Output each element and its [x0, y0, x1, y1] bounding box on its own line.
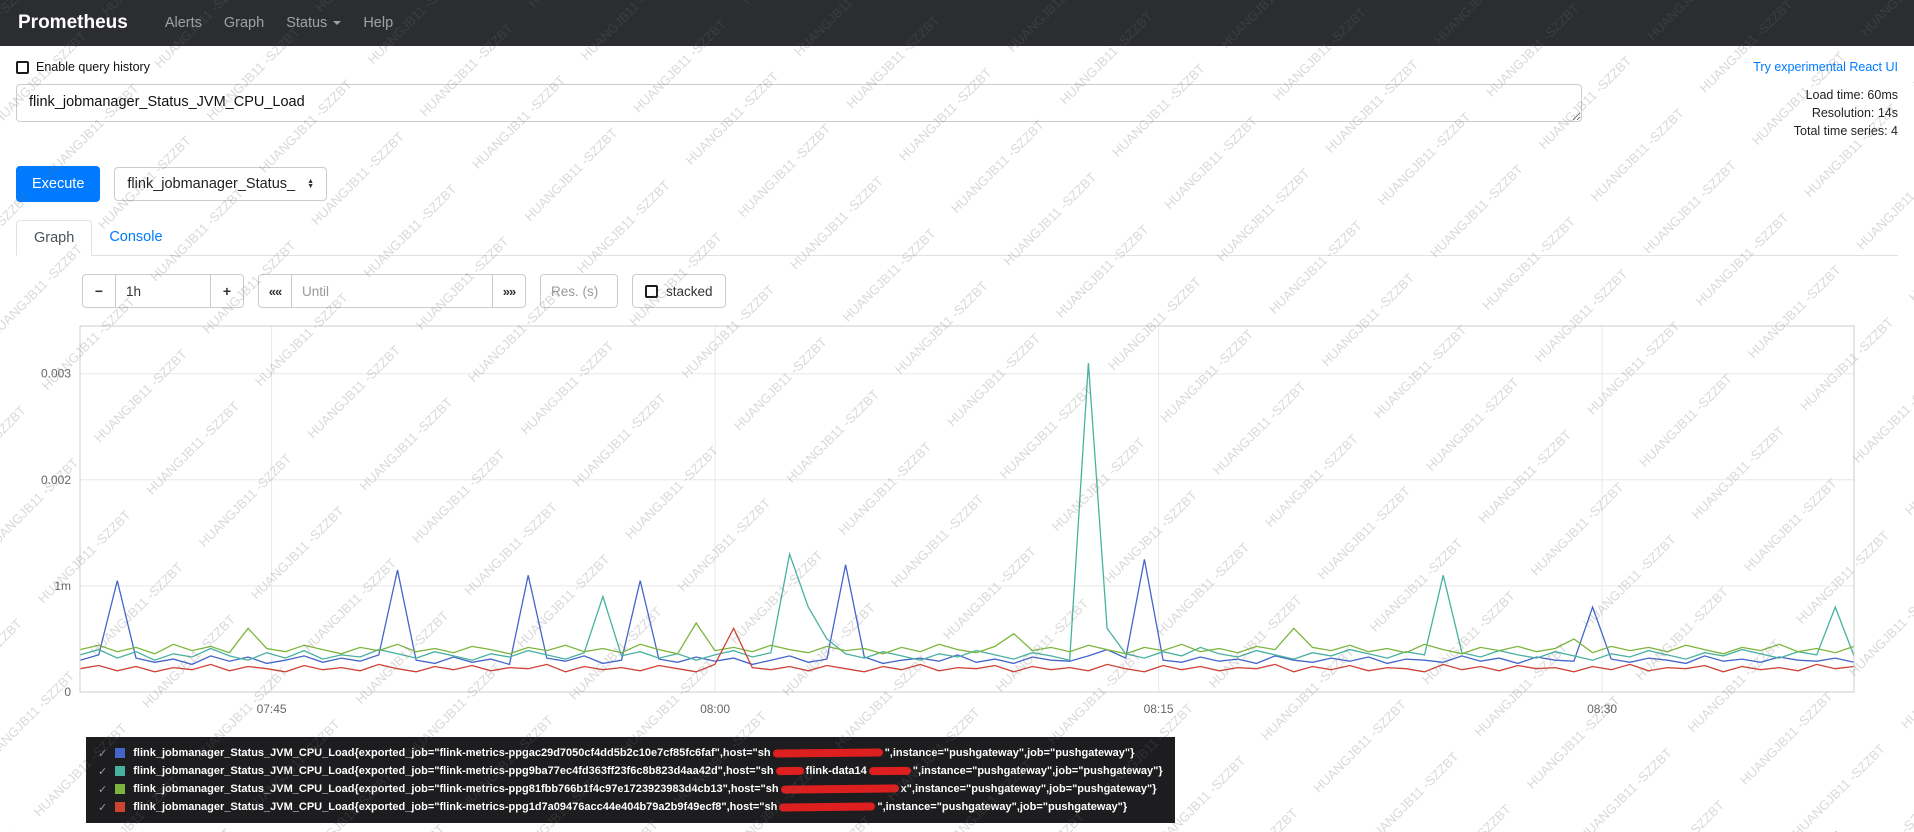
- metric-dropdown-value: flink_jobmanager_Status_: [127, 176, 296, 192]
- time-back-button[interactable]: ««: [258, 274, 292, 308]
- check-icon: ✓: [98, 765, 108, 778]
- tabs: Graph Console: [16, 220, 1898, 256]
- legend-item[interactable]: ✓ flink_jobmanager_Status_JVM_CPU_Load{ex…: [98, 744, 1163, 762]
- y-tick-label: 0: [64, 685, 71, 699]
- x-tick-label: 08:30: [1587, 702, 1617, 716]
- series-line: [79, 626, 1855, 673]
- nav-item-graph-label: Graph: [223, 15, 265, 31]
- legend-text-segment: ",instance="pushgateway",job="pushgatewa…: [877, 801, 1128, 813]
- check-icon: ✓: [98, 801, 108, 814]
- redaction-mark: [868, 766, 911, 776]
- until-input[interactable]: [291, 274, 493, 308]
- time-forward-button[interactable]: »»: [492, 274, 526, 308]
- plot-background: [80, 326, 1854, 692]
- load-time: Load time: 60ms: [1805, 88, 1898, 102]
- series-line: [79, 559, 1855, 666]
- redaction-mark: [775, 766, 804, 776]
- time-input-group: «« »»: [258, 274, 526, 308]
- top-row: Enable query history Try experimental Re…: [16, 60, 1898, 74]
- y-tick-label: 1m: [54, 579, 71, 593]
- legend-text-segment: x",instance="pushgateway",job="pushgatew…: [900, 783, 1157, 795]
- legend-text-segment: flink_jobmanager_Status_JVM_CPU_Load{exp…: [133, 801, 778, 813]
- x-tick-label: 08:00: [700, 702, 730, 716]
- legend-text-segment: flink_jobmanager_Status_JVM_CPU_Load{exp…: [133, 747, 771, 759]
- updown-arrows-icon: ▲ ▼: [307, 177, 315, 190]
- execute-button[interactable]: Execute: [16, 166, 101, 202]
- series-line: [79, 621, 1855, 655]
- legend-text-segment: flink_jobmanager_Status_JVM_CPU_Load{exp…: [133, 765, 774, 777]
- stacked-checkbox[interactable]: [645, 284, 658, 298]
- tab-graph[interactable]: Graph: [16, 220, 93, 256]
- query-row: Load time: 60ms Resolution: 14s Total ti…: [16, 84, 1898, 140]
- nav-item-help[interactable]: Help: [352, 7, 404, 39]
- react-ui-link[interactable]: Try experimental React UI: [1753, 60, 1898, 74]
- navbar: Prometheus Alerts Graph Status Help: [0, 0, 1914, 46]
- series-line: [79, 363, 1855, 662]
- series-color-swatch: [115, 748, 126, 758]
- nav-item-alerts[interactable]: Alerts: [154, 7, 213, 39]
- stacked-toggle[interactable]: stacked: [632, 274, 726, 308]
- legend-text-segment: ",instance="pushgateway",job="pushgatewa…: [884, 747, 1135, 759]
- chevron-down-icon: [333, 21, 342, 25]
- check-icon: ✓: [98, 783, 108, 796]
- chart-area[interactable]: 0 1m 0.002 0.003 07:45 08:00 08:15 08:30: [16, 320, 1898, 727]
- chart-legend: ✓ flink_jobmanager_Status_JVM_CPU_Load{ex…: [86, 737, 1175, 823]
- redaction-mark: [780, 784, 899, 794]
- x-tick-label: 07:45: [257, 702, 287, 716]
- nav-item-status[interactable]: Status: [275, 7, 352, 39]
- main-content: Enable query history Try experimental Re…: [0, 46, 1914, 832]
- metric-dropdown[interactable]: flink_jobmanager_Status_ ▲ ▼: [114, 167, 328, 201]
- nav-item-graph[interactable]: Graph: [213, 7, 275, 39]
- app-brand[interactable]: Prometheus: [18, 12, 128, 33]
- legend-item[interactable]: ✓ flink_jobmanager_Status_JVM_CPU_Load{ex…: [98, 762, 1163, 780]
- query-history-toggle[interactable]: Enable query history: [16, 60, 150, 74]
- resolution-input[interactable]: [540, 274, 618, 308]
- legend-text-segment: flink-data14: [805, 765, 867, 777]
- range-input-group: − +: [82, 274, 244, 308]
- check-icon: ✓: [98, 747, 108, 760]
- redaction-mark: [772, 748, 883, 758]
- remove-graph-link[interactable]: Remove Graph: [1754, 829, 1842, 832]
- nav-items: Alerts Graph Status Help: [154, 7, 404, 39]
- total-time-series: Total time series: 4: [1793, 124, 1898, 138]
- nav-item-help-label: Help: [363, 15, 394, 31]
- y-tick-label: 0.003: [41, 367, 71, 381]
- query-input[interactable]: [16, 84, 1582, 122]
- redaction-mark: [779, 802, 876, 812]
- series-color-swatch: [115, 766, 126, 776]
- legend-item-label: flink_jobmanager_Status_JVM_CPU_Load{exp…: [133, 783, 1156, 795]
- graph-controls: − + «« »» stacked: [82, 274, 1898, 308]
- query-history-checkbox[interactable]: [16, 60, 29, 74]
- range-increase-button[interactable]: +: [210, 274, 244, 308]
- nav-item-alerts-label: Alerts: [164, 15, 202, 31]
- execute-row: Execute flink_jobmanager_Status_ ▲ ▼: [16, 166, 1898, 202]
- legend-text-segment: ",instance="pushgateway",job="pushgatewa…: [912, 765, 1163, 777]
- range-decrease-button[interactable]: −: [82, 274, 116, 308]
- y-tick-label: 0.002: [41, 473, 71, 487]
- nav-item-status-label: Status: [286, 15, 328, 31]
- query-stats: Load time: 60ms Resolution: 14s Total ti…: [1794, 84, 1898, 140]
- legend-item[interactable]: ✓ flink_jobmanager_Status_JVM_CPU_Load{ex…: [98, 780, 1163, 798]
- legend-item-label: flink_jobmanager_Status_JVM_CPU_Load{exp…: [133, 747, 1134, 759]
- plot-border: [79, 325, 1855, 693]
- legend-item[interactable]: ✓ flink_jobmanager_Status_JVM_CPU_Load{ex…: [98, 798, 1163, 816]
- tab-console[interactable]: Console: [109, 229, 163, 245]
- legend-item-label: flink_jobmanager_Status_JVM_CPU_Load{exp…: [133, 801, 1127, 813]
- series-color-swatch: [115, 784, 126, 794]
- x-tick-label: 08:15: [1144, 702, 1174, 716]
- legend-item-label: flink_jobmanager_Status_JVM_CPU_Load{exp…: [133, 765, 1162, 777]
- query-history-label: Enable query history: [36, 60, 150, 74]
- legend-text-segment: flink_jobmanager_Status_JVM_CPU_Load{exp…: [133, 783, 779, 795]
- stacked-label: stacked: [666, 283, 713, 299]
- usage-chart[interactable]: 0 1m 0.002 0.003 07:45 08:00 08:15 08:30: [16, 320, 1858, 722]
- series-color-swatch: [115, 802, 126, 812]
- resolution: Resolution: 14s: [1811, 106, 1898, 120]
- range-input[interactable]: [115, 274, 211, 308]
- footer-links: Remove Graph: [16, 829, 1898, 832]
